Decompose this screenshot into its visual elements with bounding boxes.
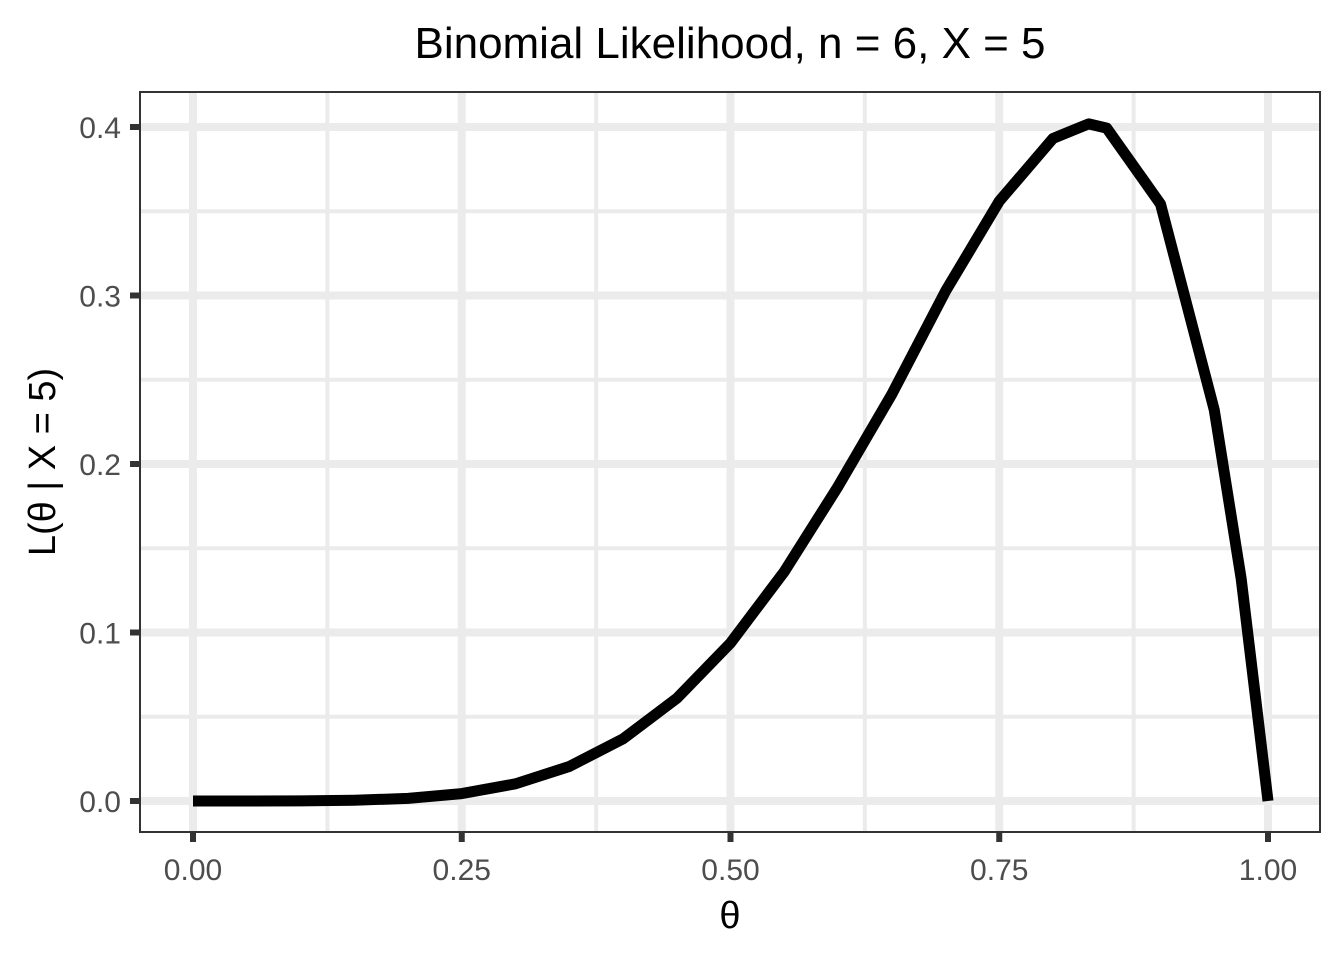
x-tick-label: 0.00 xyxy=(164,854,222,887)
y-tick-label: 0.3 xyxy=(79,281,121,314)
chart-title: Binomial Likelihood, n = 6, X = 5 xyxy=(414,19,1045,68)
series-layer xyxy=(193,118,1274,807)
x-tick-label: 0.25 xyxy=(433,854,491,887)
axis-ticks: 0.00 0.25 0.50 0.75 1.00 0.0 0.1 0.2 0.3 0.4 xyxy=(79,112,1297,887)
grid xyxy=(140,92,1320,832)
x-tick-label: 1.00 xyxy=(1239,854,1297,887)
y-tick-label: 0.4 xyxy=(79,112,121,145)
y-tick-label: 0.0 xyxy=(79,786,121,819)
y-tick-label: 0.2 xyxy=(79,449,121,482)
y-tick-label: 0.1 xyxy=(79,618,121,651)
x-tick-label: 0.50 xyxy=(701,854,759,887)
y-axis-title: L(θ | X = 5) xyxy=(22,368,64,556)
likelihood-line xyxy=(193,118,1274,807)
x-axis-title: θ xyxy=(719,895,740,937)
x-tick-label: 0.75 xyxy=(970,854,1028,887)
